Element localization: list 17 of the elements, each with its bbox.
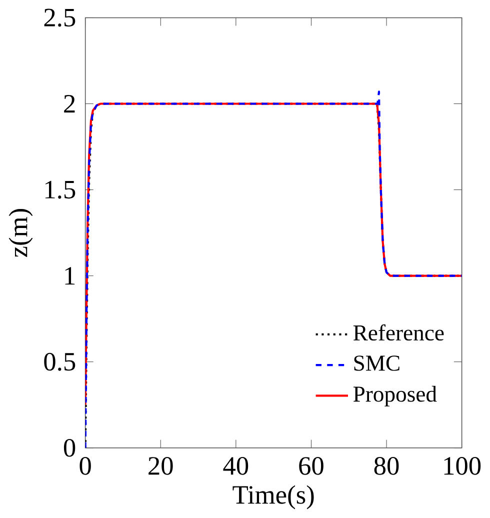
legend-label: Proposed bbox=[353, 386, 437, 406]
x-tick-label: 40 bbox=[223, 457, 248, 475]
y-tick-label: 2.5 bbox=[44, 8, 75, 27]
y-tick-label: 2 bbox=[64, 95, 74, 112]
y-tick-label: 1.5 bbox=[45, 180, 75, 199]
y-axis-title: z(m) bbox=[8, 209, 33, 257]
y-tick-label: 0.5 bbox=[44, 352, 75, 371]
y-tick-label: 0 bbox=[64, 438, 75, 457]
x-tick-label: 0 bbox=[80, 457, 91, 475]
x-axis-title: Time(s) bbox=[232, 485, 314, 510]
legend-label: SMC bbox=[354, 356, 400, 371]
x-tick-label: 100 bbox=[444, 457, 480, 475]
x-tick-label: 20 bbox=[148, 457, 173, 475]
x-tick-label: 60 bbox=[298, 457, 324, 475]
legend-label: Reference bbox=[353, 324, 444, 341]
y-tick-label: 1 bbox=[65, 267, 74, 285]
x-tick-label: 80 bbox=[374, 457, 398, 475]
